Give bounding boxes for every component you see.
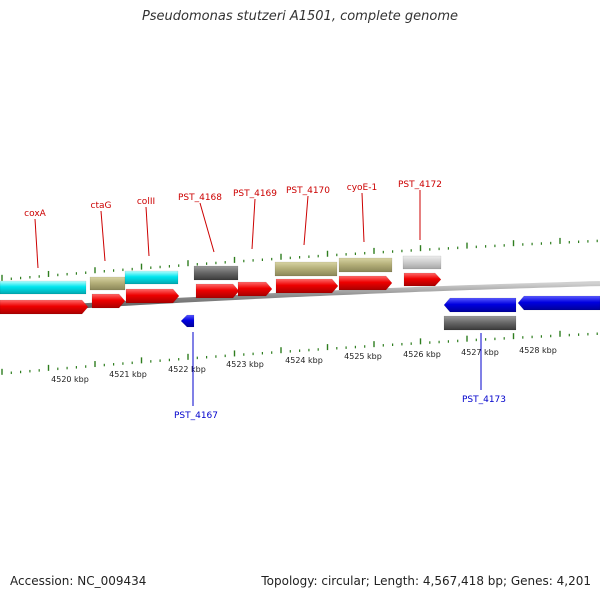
gene-label: coxA xyxy=(24,209,47,219)
leader-line xyxy=(361,192,365,243)
leader-line xyxy=(199,202,215,253)
cyoE-1-feature xyxy=(338,257,393,273)
gene-labels: 4520 kbp 4521 kbp 4522 kbp 4523 kbp 4524 kbp… xyxy=(24,180,557,421)
scale-label: 4520 kbp xyxy=(51,375,89,384)
gene-label: PST_4167 xyxy=(174,411,218,421)
scale-label: 4524 kbp xyxy=(285,356,323,365)
PST_4168-feature xyxy=(193,265,239,281)
scale-label: 4521 kbp xyxy=(109,370,147,379)
leader-line xyxy=(251,198,256,250)
ctaG-feature xyxy=(89,276,126,291)
PST_4168-cds xyxy=(195,283,240,299)
gene-label: PST_4170 xyxy=(286,186,330,196)
PST_4169-cds xyxy=(237,281,273,297)
lower-scale xyxy=(1,330,598,375)
gene-label: PST_4169 xyxy=(233,189,277,199)
coxA-feature xyxy=(0,280,87,295)
scale-label: 4523 kbp xyxy=(226,360,264,369)
scale-ticks xyxy=(1,237,598,375)
PST_4172-cds xyxy=(403,272,442,287)
gene-label: PST_4172 xyxy=(398,180,442,190)
genome-summary-text: Topology: circular; Length: 4,567,418 bp… xyxy=(261,574,591,588)
PST_4173-feature xyxy=(443,315,517,331)
gene-label: cyoE-1 xyxy=(347,183,377,193)
PST_4167-cds xyxy=(180,314,195,328)
leader-line xyxy=(303,195,309,246)
coxA-cds xyxy=(0,299,89,315)
feature-tracks xyxy=(0,255,600,331)
upper-scale xyxy=(1,237,598,281)
ctaG-cds xyxy=(91,293,126,309)
accession-text: Accession: NC_009434 xyxy=(10,574,147,588)
cyoE-1-cds xyxy=(338,275,393,291)
leader-line xyxy=(100,210,106,262)
gene-label: PST_4168 xyxy=(178,193,222,203)
downstream-cds xyxy=(517,295,600,311)
gene-label: ctaG xyxy=(91,201,112,211)
scale-label: 4528 kbp xyxy=(519,346,557,355)
scale-label: 4526 kbp xyxy=(403,350,441,359)
PST_4172-feature xyxy=(402,255,442,270)
gene-label: PST_4173 xyxy=(462,395,506,405)
colII-feature xyxy=(124,270,179,285)
scale-label: 4527 kbp xyxy=(461,348,499,357)
colII-cds xyxy=(125,288,180,304)
map-title: Pseudomonas stutzeri A1501, complete gen… xyxy=(141,9,459,24)
leader-line xyxy=(145,206,150,257)
gene-label: colII xyxy=(137,197,155,207)
scale-label: 4522 kbp xyxy=(168,365,206,374)
PST_4170-feature xyxy=(274,261,338,277)
PST_4170-cds xyxy=(275,278,339,294)
PST_4173-cds xyxy=(443,297,517,313)
scale-label: 4525 kbp xyxy=(344,352,382,361)
leader-line xyxy=(34,218,39,269)
